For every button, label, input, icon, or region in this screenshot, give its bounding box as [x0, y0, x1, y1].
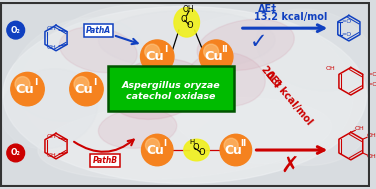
Text: OH: OH — [367, 133, 376, 138]
Circle shape — [224, 138, 238, 152]
Text: OH: OH — [325, 66, 335, 71]
Text: ΔE‡: ΔE‡ — [258, 4, 276, 13]
Text: H: H — [189, 139, 194, 145]
Text: Cu: Cu — [146, 143, 164, 156]
Text: ✓: ✓ — [250, 32, 267, 52]
Text: catechol oxidase: catechol oxidase — [126, 92, 216, 101]
Ellipse shape — [38, 97, 332, 179]
Text: II: II — [221, 46, 228, 54]
Text: OH: OH — [47, 26, 56, 31]
Circle shape — [204, 44, 219, 59]
Text: Cu: Cu — [16, 83, 34, 96]
FancyBboxPatch shape — [108, 66, 234, 111]
Text: OH: OH — [355, 126, 365, 131]
Text: OH: OH — [47, 134, 56, 139]
Text: PathA: PathA — [86, 26, 111, 35]
Ellipse shape — [1, 69, 98, 149]
Text: II: II — [241, 139, 247, 148]
Ellipse shape — [174, 8, 200, 37]
Circle shape — [7, 21, 24, 39]
Circle shape — [141, 40, 174, 73]
Text: O₂: O₂ — [11, 26, 21, 35]
Text: ✗: ✗ — [280, 156, 299, 176]
Ellipse shape — [218, 42, 371, 165]
Text: 20.0 kcal/mol: 20.0 kcal/mol — [259, 65, 314, 127]
Text: I: I — [164, 139, 167, 148]
Ellipse shape — [256, 9, 372, 91]
Text: OH: OH — [367, 154, 376, 159]
Circle shape — [141, 134, 173, 166]
Text: =O: =O — [367, 72, 376, 77]
Circle shape — [7, 144, 24, 162]
Circle shape — [145, 44, 160, 59]
Text: =O: =O — [367, 82, 376, 87]
Circle shape — [200, 40, 233, 73]
Ellipse shape — [187, 52, 265, 106]
Circle shape — [70, 72, 103, 106]
Text: Cu: Cu — [204, 50, 223, 63]
Text: O: O — [192, 143, 199, 152]
Circle shape — [146, 138, 159, 152]
Text: OH: OH — [47, 45, 56, 50]
Text: Cu: Cu — [146, 50, 164, 63]
Text: Cu: Cu — [224, 143, 243, 156]
Text: OH: OH — [183, 5, 194, 14]
Text: I: I — [93, 78, 97, 87]
Ellipse shape — [197, 19, 294, 70]
Text: Cu: Cu — [74, 83, 93, 96]
Text: =O: =O — [341, 32, 352, 37]
Text: OH: OH — [47, 153, 56, 158]
Circle shape — [11, 72, 44, 106]
Text: 13.2 kcal/mol: 13.2 kcal/mol — [253, 12, 327, 22]
Text: O₂: O₂ — [11, 149, 21, 157]
Text: O: O — [180, 15, 187, 24]
Ellipse shape — [184, 139, 209, 161]
Text: I: I — [164, 46, 167, 54]
Text: I: I — [34, 78, 38, 87]
Text: O: O — [186, 21, 193, 30]
Text: ΔE‡: ΔE‡ — [263, 69, 283, 90]
Ellipse shape — [158, 15, 353, 164]
Text: O: O — [198, 149, 205, 157]
Text: PathB: PathB — [92, 156, 118, 165]
Ellipse shape — [12, 18, 146, 121]
Ellipse shape — [59, 27, 137, 73]
Text: =O: =O — [341, 19, 352, 24]
Circle shape — [220, 134, 252, 166]
Ellipse shape — [109, 59, 206, 119]
Circle shape — [74, 77, 89, 92]
Text: Aspergillus oryzae: Aspergillus oryzae — [121, 81, 220, 90]
Circle shape — [15, 77, 30, 92]
FancyBboxPatch shape — [83, 24, 113, 37]
Ellipse shape — [21, 4, 235, 154]
FancyBboxPatch shape — [90, 154, 120, 167]
Ellipse shape — [98, 10, 275, 69]
Ellipse shape — [3, 7, 367, 184]
Ellipse shape — [99, 108, 177, 148]
